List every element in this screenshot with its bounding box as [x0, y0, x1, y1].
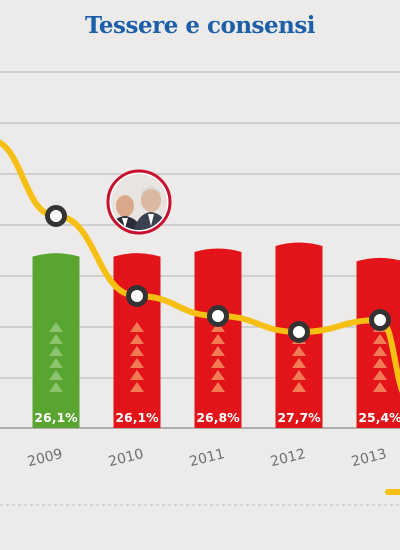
- line-marker-icon: [369, 309, 391, 331]
- bar-arrow-icon: [49, 370, 63, 380]
- bar-arrow-icon: [292, 358, 306, 368]
- bar-arrow-icon: [130, 322, 144, 332]
- bar-arrow-icon: [130, 334, 144, 344]
- x-tick-label: 2012: [269, 446, 307, 470]
- bar-arrow-icon: [373, 334, 387, 344]
- bar-value-label: 27,7%: [277, 410, 321, 425]
- line-marker-icon: [45, 205, 67, 227]
- bar-arrow-icon: [292, 370, 306, 380]
- bar-arrow-icon: [292, 382, 306, 392]
- x-tick-label: 2009: [26, 446, 64, 470]
- x-axis-labels: 2009 2010 2011 2012 2013: [26, 446, 388, 470]
- bar-arrow-icon: [292, 346, 306, 356]
- bar-arrow-icon: [373, 382, 387, 392]
- bar-arrow-icon: [211, 370, 225, 380]
- bar-value-label: 26,1%: [34, 410, 78, 425]
- trend-line: [0, 139, 400, 394]
- bar-value-label: 25,4%: [358, 410, 400, 425]
- bar-value-label: 26,8%: [196, 410, 240, 425]
- bar-arrow-icon: [49, 358, 63, 368]
- bar-arrow-icon: [373, 370, 387, 380]
- chart-title: Tessere e consensi: [84, 12, 316, 39]
- line-marker-icon: [207, 305, 229, 327]
- bar-arrow-icon: [130, 358, 144, 368]
- bar-arrow-icon: [49, 346, 63, 356]
- bar-arrow-icon: [373, 358, 387, 368]
- bar-arrow-icon: [373, 346, 387, 356]
- bar-arrow-icon: [130, 382, 144, 392]
- bar-arrow-icon: [211, 346, 225, 356]
- bar-arrow-icon: [130, 346, 144, 356]
- bar-arrow-icon: [49, 322, 63, 332]
- x-tick-label: 2011: [188, 446, 226, 470]
- bar-arrow-icon: [49, 334, 63, 344]
- bar-arrow-icon: [211, 358, 225, 368]
- bar-arrow-icon: [130, 370, 144, 380]
- bars: 26,1% 26,1% 26,8% 27,7% 25,4%: [32, 242, 400, 428]
- x-tick-label: 2010: [107, 446, 145, 470]
- bar-value-label: 26,1%: [115, 410, 159, 425]
- bar-arrow-icon: [211, 382, 225, 392]
- x-tick-label: 2013: [350, 446, 388, 470]
- photo-portraits-icon: [106, 169, 172, 235]
- line-marker-icon: [126, 285, 148, 307]
- bar-arrow-icon: [49, 382, 63, 392]
- bar-arrow-icon: [211, 334, 225, 344]
- line-marker-icon: [288, 321, 310, 343]
